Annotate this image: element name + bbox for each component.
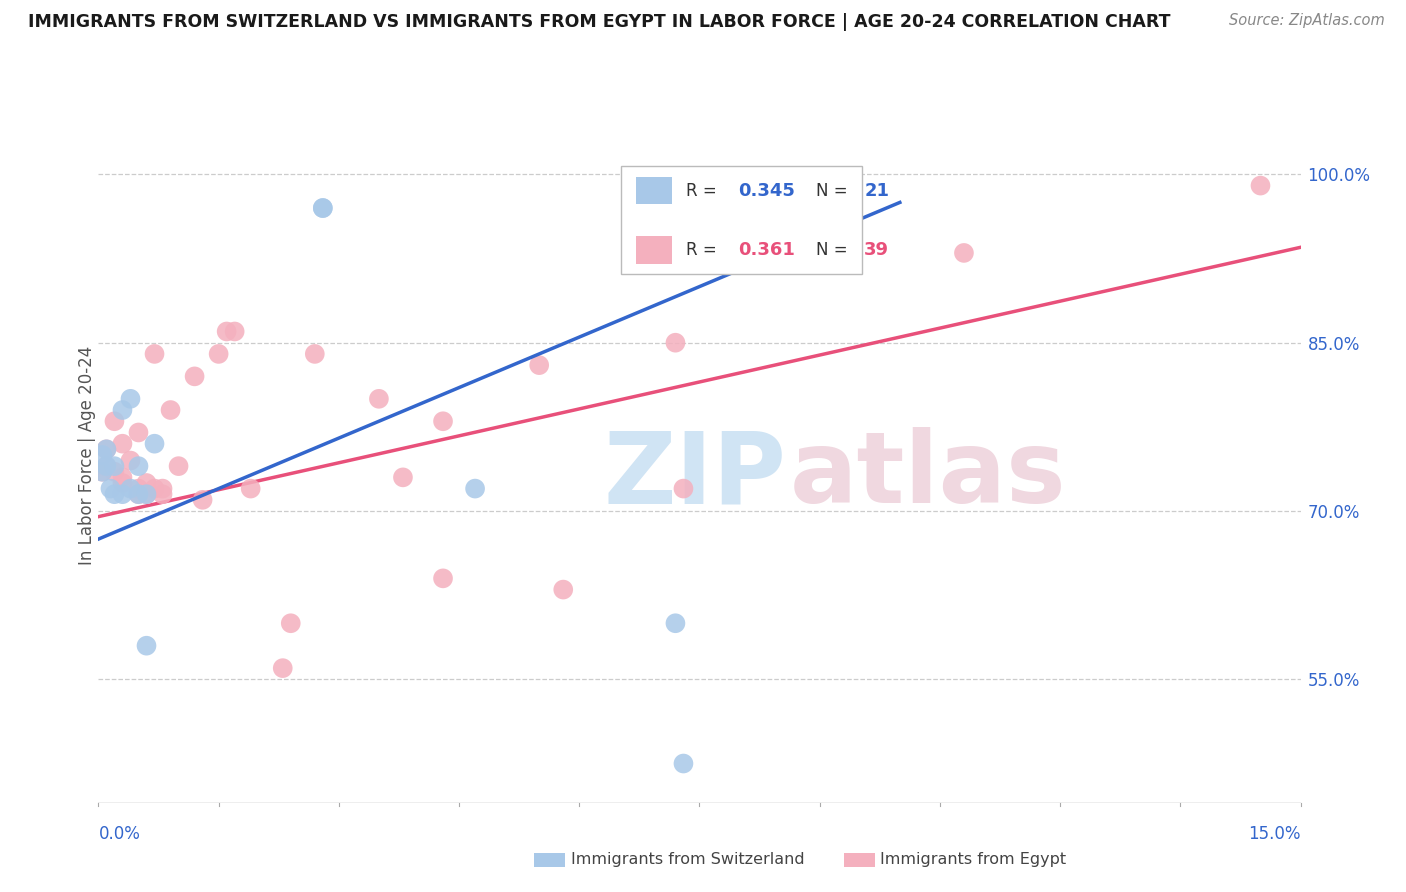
- Point: [91, 465, 114, 479]
- Text: atlas: atlas: [790, 427, 1066, 524]
- Text: Source: ZipAtlas.com: Source: ZipAtlas.com: [1229, 13, 1385, 29]
- Point: [103, 414, 125, 428]
- Point: [312, 201, 335, 215]
- Point: [312, 201, 335, 215]
- FancyBboxPatch shape: [621, 166, 862, 274]
- Point: [271, 661, 294, 675]
- Point: [953, 246, 976, 260]
- Text: N =: N =: [815, 182, 858, 200]
- Point: [1250, 178, 1272, 193]
- Point: [553, 582, 575, 597]
- Point: [672, 482, 695, 496]
- Text: 39: 39: [865, 241, 889, 259]
- Point: [111, 470, 134, 484]
- Point: [96, 442, 118, 457]
- Point: [135, 475, 157, 490]
- Y-axis label: In Labor Force | Age 20-24: In Labor Force | Age 20-24: [79, 345, 96, 565]
- Text: 0.0%: 0.0%: [98, 825, 141, 843]
- Point: [664, 335, 686, 350]
- Text: R =: R =: [686, 182, 727, 200]
- Bar: [636, 177, 672, 204]
- Point: [120, 392, 142, 406]
- Text: 0.361: 0.361: [738, 241, 794, 259]
- Text: 15.0%: 15.0%: [1249, 825, 1301, 843]
- Point: [111, 487, 134, 501]
- Point: [432, 571, 454, 585]
- Point: [103, 465, 125, 479]
- Point: [529, 358, 551, 372]
- Point: [392, 470, 415, 484]
- Point: [128, 487, 150, 501]
- Point: [96, 459, 118, 474]
- Point: [111, 475, 134, 490]
- Point: [152, 482, 174, 496]
- Point: [191, 492, 214, 507]
- Point: [143, 482, 166, 496]
- Point: [464, 482, 486, 496]
- Point: [143, 436, 166, 450]
- Text: 0.345: 0.345: [738, 182, 794, 200]
- Point: [111, 436, 134, 450]
- Point: [215, 325, 238, 339]
- Bar: [636, 235, 672, 263]
- Point: [128, 487, 150, 501]
- Point: [135, 639, 157, 653]
- Point: [224, 325, 246, 339]
- Point: [143, 347, 166, 361]
- Point: [96, 442, 118, 457]
- Point: [432, 414, 454, 428]
- Point: [91, 448, 114, 462]
- Point: [167, 459, 190, 474]
- Point: [91, 465, 114, 479]
- Point: [159, 403, 181, 417]
- Point: [152, 487, 174, 501]
- Point: [103, 487, 125, 501]
- Text: ZIP: ZIP: [603, 427, 786, 524]
- Text: IMMIGRANTS FROM SWITZERLAND VS IMMIGRANTS FROM EGYPT IN LABOR FORCE | AGE 20-24 : IMMIGRANTS FROM SWITZERLAND VS IMMIGRANT…: [28, 13, 1171, 31]
- Text: N =: N =: [815, 241, 858, 259]
- Text: R =: R =: [686, 241, 727, 259]
- Point: [135, 487, 157, 501]
- Text: Immigrants from Egypt: Immigrants from Egypt: [880, 853, 1066, 867]
- Point: [368, 392, 391, 406]
- Point: [208, 347, 231, 361]
- Point: [304, 347, 326, 361]
- Point: [96, 459, 118, 474]
- Point: [664, 616, 686, 631]
- Point: [103, 459, 125, 474]
- Point: [672, 756, 695, 771]
- Point: [120, 453, 142, 467]
- Text: 21: 21: [865, 182, 889, 200]
- Point: [239, 482, 262, 496]
- Point: [128, 482, 150, 496]
- Point: [135, 487, 157, 501]
- Point: [120, 482, 142, 496]
- Point: [128, 459, 150, 474]
- Point: [183, 369, 205, 384]
- Point: [128, 425, 150, 440]
- Point: [111, 403, 134, 417]
- Point: [280, 616, 302, 631]
- Point: [100, 482, 122, 496]
- Text: Immigrants from Switzerland: Immigrants from Switzerland: [571, 853, 804, 867]
